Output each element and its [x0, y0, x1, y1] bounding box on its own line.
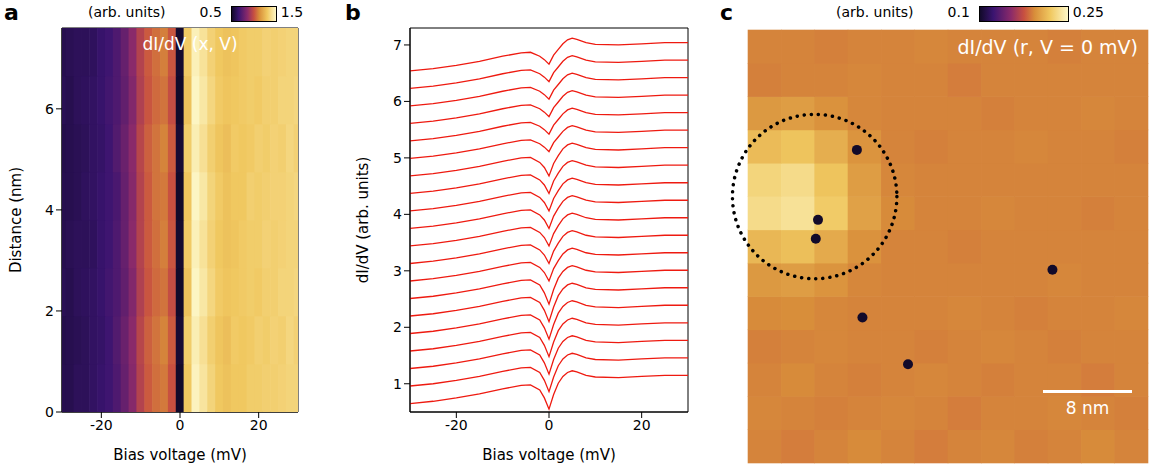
- html-text:0.1: 0.1: [947, 4, 970, 20]
- svg-text:3: 3: [393, 263, 402, 279]
- html-text:dI/dV (r, V = 0 mV): dI/dV (r, V = 0 mV): [957, 36, 1138, 58]
- html-text:b: b: [345, 0, 361, 25]
- svg-text:7: 7: [393, 37, 402, 53]
- svg-text:0: 0: [545, 417, 554, 433]
- html-text:Distance (nm): Distance (nm): [7, 166, 25, 274]
- svg-text:2: 2: [393, 319, 402, 335]
- html-text:1.5: 1.5: [280, 4, 304, 20]
- svg-text:20: 20: [250, 417, 268, 433]
- svg-text:-20: -20: [445, 417, 468, 433]
- html-text:dI/dV (arb. units): dI/dV (arb. units): [354, 156, 372, 284]
- svg-text:2: 2: [45, 303, 54, 319]
- svg-text:0: 0: [176, 417, 185, 433]
- html-text:c: c: [720, 0, 733, 25]
- svg-text:0: 0: [45, 404, 54, 420]
- svg-text:6: 6: [45, 101, 54, 117]
- html-text:dI/dV (x, V): dI/dV (x, V): [142, 34, 238, 54]
- html-text:Bias voltage (mV): Bias voltage (mV): [482, 446, 616, 464]
- svg-text:5: 5: [393, 150, 402, 166]
- html-text:a: a: [4, 0, 19, 25]
- svg-text:1: 1: [393, 376, 402, 392]
- svg-text:-20: -20: [90, 417, 113, 433]
- svg-text:6: 6: [393, 93, 402, 109]
- html-text:8 nm: 8 nm: [1065, 398, 1110, 418]
- html-text:Bias voltage (mV): Bias voltage (mV): [113, 446, 247, 464]
- svg-text:4: 4: [45, 202, 54, 218]
- svg-text:20: 20: [633, 417, 651, 433]
- html-text:(arb. units): (arb. units): [836, 4, 914, 20]
- html-text:(arb. units): (arb. units): [88, 4, 166, 20]
- html-text:0.25: 0.25: [1072, 4, 1104, 20]
- html-text:0.5: 0.5: [199, 4, 222, 20]
- svg-text:4: 4: [393, 206, 402, 222]
